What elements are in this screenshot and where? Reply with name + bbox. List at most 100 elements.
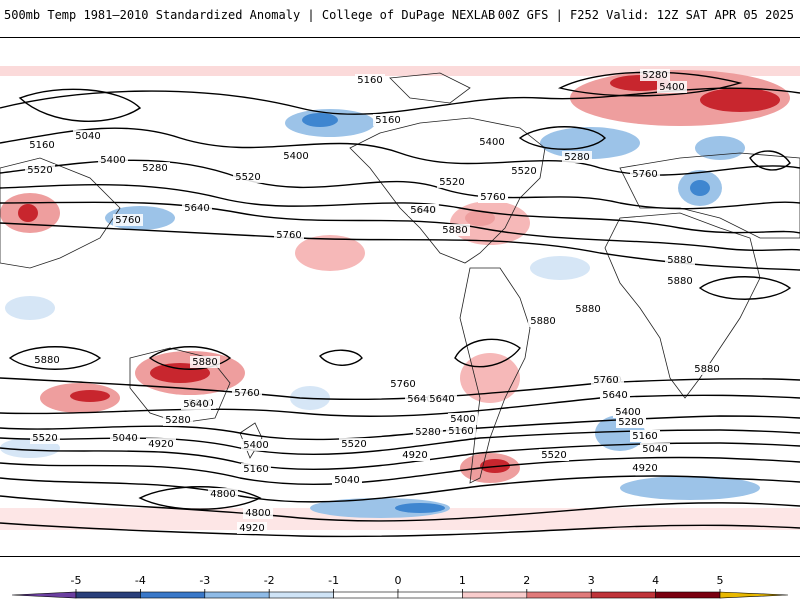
contour-label-bg (332, 474, 362, 486)
contour-line (0, 127, 800, 176)
contour-label-bg (640, 443, 670, 455)
colorbar-segment (333, 591, 399, 599)
contour-label-bg (509, 165, 539, 177)
contour-label: 5280 (618, 417, 643, 428)
contour-label: 4920 (148, 439, 173, 450)
contour-label-bg (32, 354, 62, 366)
height-contours (0, 71, 800, 538)
contour-label: 5760 (234, 388, 259, 399)
contour-label-bg (181, 398, 211, 410)
contour-label-bg (630, 430, 660, 442)
contour-label: 5400 (615, 407, 640, 418)
contour-label: 5160 (243, 464, 268, 475)
contour-label: 5400 (243, 440, 268, 451)
contour-closed-low-siberia (749, 150, 791, 171)
contour-label-bg (591, 374, 621, 386)
contour-label-bg (600, 389, 630, 401)
contour-label: 5640 (410, 205, 435, 216)
contour-line (0, 159, 800, 210)
contour-line (0, 184, 800, 234)
contour-label: 5280 (165, 415, 190, 426)
anomaly-shading (0, 66, 800, 530)
colorbar-tick-label: 2 (523, 574, 530, 587)
contour-line (0, 522, 800, 538)
contour-label: 5520 (541, 450, 566, 461)
contour-label-bg (692, 363, 722, 375)
colorbar-segment (397, 591, 463, 599)
colorbar-segment (11, 591, 77, 599)
contour-label-bg (30, 432, 60, 444)
polar-warm-band (0, 66, 800, 76)
contour-closed-low-atlantic (518, 126, 606, 150)
contour-label-bg (437, 176, 467, 188)
contour-closed-high (698, 276, 792, 300)
anomaly-warm-asia-core (18, 204, 38, 222)
contour-line (0, 222, 800, 271)
contour-label-bg (539, 449, 569, 461)
contour-label-bg (440, 224, 470, 236)
contour-label-bg (208, 488, 238, 500)
colorbar: -5 -4 -3 -2 -1 0 1 2 3 4 5 (0, 568, 800, 600)
contour-label: 5400 (100, 155, 125, 166)
south-america-outline (459, 267, 531, 484)
contour-label: 4920 (632, 463, 657, 474)
colorbar-tick-label: 0 (395, 574, 402, 587)
contour-label: 5280 (564, 152, 589, 163)
anomaly-warm-se-us-core (465, 210, 495, 226)
contour-label: 4920 (239, 523, 264, 534)
colorbar-tick-label: -3 (199, 574, 210, 587)
contour-label: 5760 (632, 169, 657, 180)
contour-label: 5760 (390, 379, 415, 390)
contour-label-bg (657, 81, 687, 93)
contour-label: 5640 (184, 203, 209, 214)
contour-label: 5520 (32, 433, 57, 444)
contour-label-bg (446, 425, 476, 437)
contour-label-bg (241, 439, 271, 451)
contour-line (0, 475, 800, 503)
contour-label: 5520 (439, 177, 464, 188)
anomaly-cool-europe-core (690, 180, 710, 196)
contour-label-bg (27, 139, 57, 151)
contour-label: 5040 (334, 475, 359, 486)
contour-label-bg (237, 522, 267, 534)
contour-label: 5160 (448, 426, 473, 437)
contour-line (0, 456, 800, 486)
contour-label: 5880 (575, 304, 600, 315)
anomaly-cool-ne-pacific-core (302, 113, 338, 127)
contour-label-bg (113, 214, 143, 226)
contour-label-bg (355, 74, 385, 86)
colorbar-tick-label: 4 (652, 574, 659, 587)
colorbar-tick-label: 5 (717, 574, 724, 587)
anomaly-cool-indian (5, 296, 55, 320)
colorbar-segment (75, 591, 141, 599)
contour-label-bg (408, 204, 438, 216)
contour-label-bg (182, 202, 212, 214)
contour-label-bg (233, 171, 263, 183)
map-canvas: 5160 528054005040516054005280552054005520… (0, 66, 800, 538)
contour-closed-low-west (18, 88, 142, 122)
colorbar-segment (462, 591, 528, 599)
anomaly-cool-s-pacific (310, 498, 450, 518)
contour-label-bg (477, 136, 507, 148)
contour-label: 5520 (27, 165, 52, 176)
contour-label-bg (616, 416, 646, 428)
contour-label: 5400 (659, 82, 684, 93)
contour-label: 5040 (75, 131, 100, 142)
contour-label: 5880 (442, 225, 467, 236)
contour-label: 5880 (192, 357, 217, 368)
map-panel: 5160 5280 5400 5040 5160 5400 5280 5520 5400 5520… (0, 37, 800, 557)
contour-label: 5760 (593, 375, 618, 386)
contour-label: 5280 (642, 70, 667, 81)
contour-label-bg (665, 254, 695, 266)
contour-label: 5880 (694, 364, 719, 375)
contour-label: 5160 (375, 115, 400, 126)
contour-label: 5640 (429, 394, 454, 405)
contour-label: 5640 (183, 399, 208, 410)
contour-label: 5040 (642, 444, 667, 455)
contour-label: 4800 (245, 508, 270, 519)
greenland-outline (389, 72, 471, 104)
contour-label-bg (562, 151, 592, 163)
colorbar-tick-label: -2 (264, 574, 275, 587)
australia-outline (129, 347, 231, 424)
colorbar-segment (719, 591, 789, 599)
